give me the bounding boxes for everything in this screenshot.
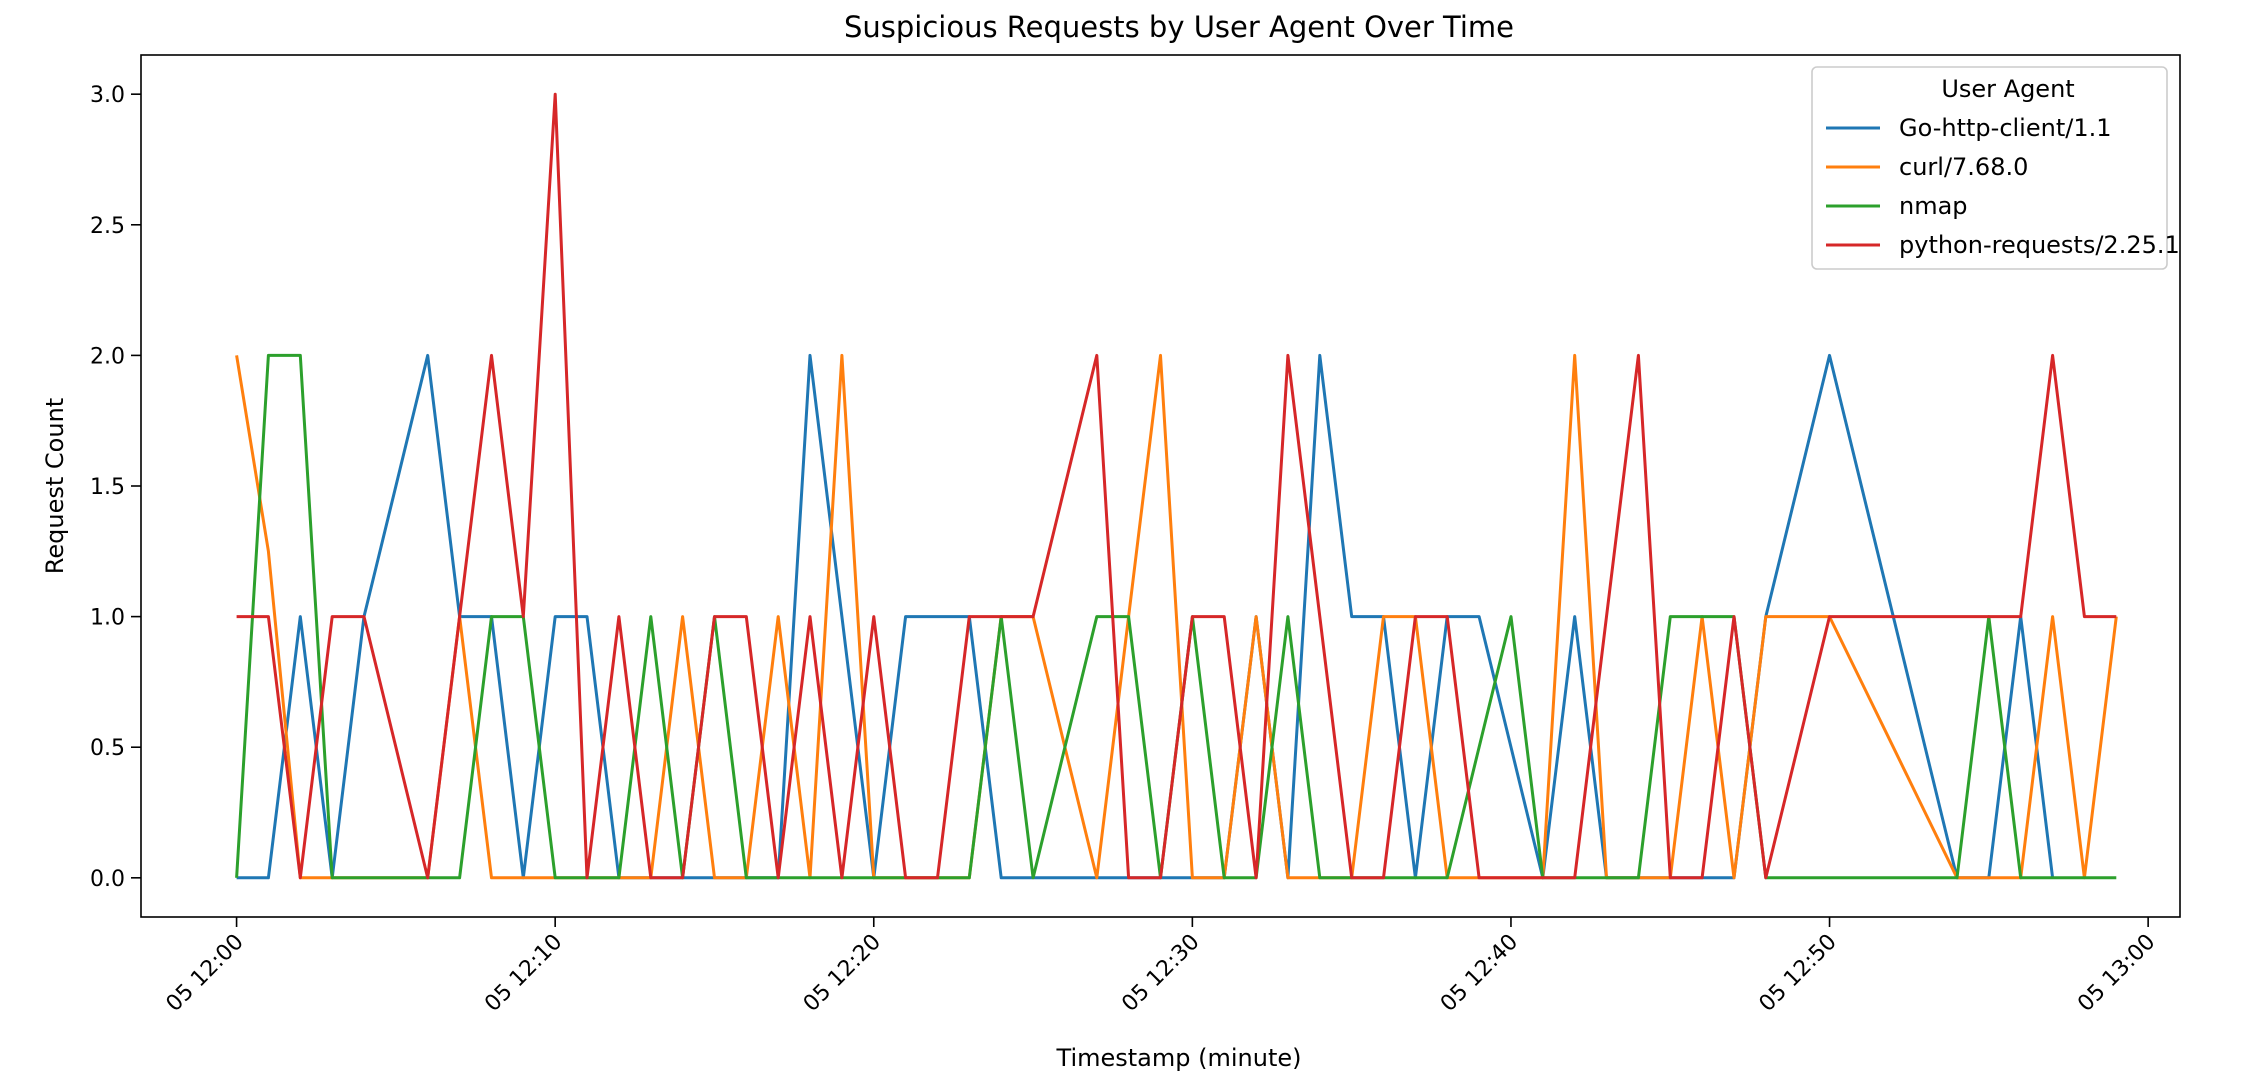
y-tick-label: 1.0	[90, 606, 125, 631]
legend-box	[1811, 66, 2168, 270]
y-tick-label: 0.0	[90, 867, 125, 892]
y-tick-label: 1.5	[90, 475, 125, 500]
legend-label: Go-http-client/1.1	[1899, 114, 2111, 142]
y-tick-label: 2.5	[90, 214, 125, 239]
x-axis-label: Timestamp (minute)	[1056, 1044, 1302, 1072]
y-tick-label: 2.0	[90, 344, 125, 369]
series-line-1	[235, 353, 2118, 880]
legend-label: python-requests/2.25.1	[1899, 231, 2180, 259]
legend-label: curl/7.68.0	[1899, 153, 2028, 181]
x-tick-label: 05 13:00	[2073, 930, 2160, 1017]
chart-title: Suspicious Requests by User Agent Over T…	[844, 10, 1514, 44]
series-layer	[235, 92, 2118, 880]
legend-items: Go-http-client/1.1 curl/7.68.0 nmap python-…	[1826, 114, 2180, 259]
y-tick-label: 3.0	[90, 83, 125, 108]
x-tick-label: 05 12:40	[1436, 930, 1523, 1017]
legend: User Agent Go-http-client/1.1 curl/7.68.0…	[1811, 66, 2180, 270]
series-line-3	[236, 92, 2117, 880]
x-axis: 05 12:00 05 12:10 05 12:20 05 12:30 05 12:40…	[162, 917, 2160, 1017]
x-tick-label: 05 12:50	[1755, 930, 1842, 1017]
x-tick-label: 05 12:00	[162, 930, 249, 1017]
x-tick-label: 05 12:10	[480, 930, 567, 1017]
y-tick-label: 0.5	[90, 736, 125, 761]
x-tick-label: 05 12:30	[1117, 930, 1204, 1017]
y-axis-label: Request Count	[41, 398, 69, 574]
legend-label: nmap	[1899, 192, 1968, 220]
legend-title: User Agent	[1941, 75, 2074, 103]
y-axis: 0.0 0.5 1.0 1.5 2.0 2.5 3.0	[90, 83, 141, 892]
x-tick-label: 05 12:20	[799, 930, 886, 1017]
